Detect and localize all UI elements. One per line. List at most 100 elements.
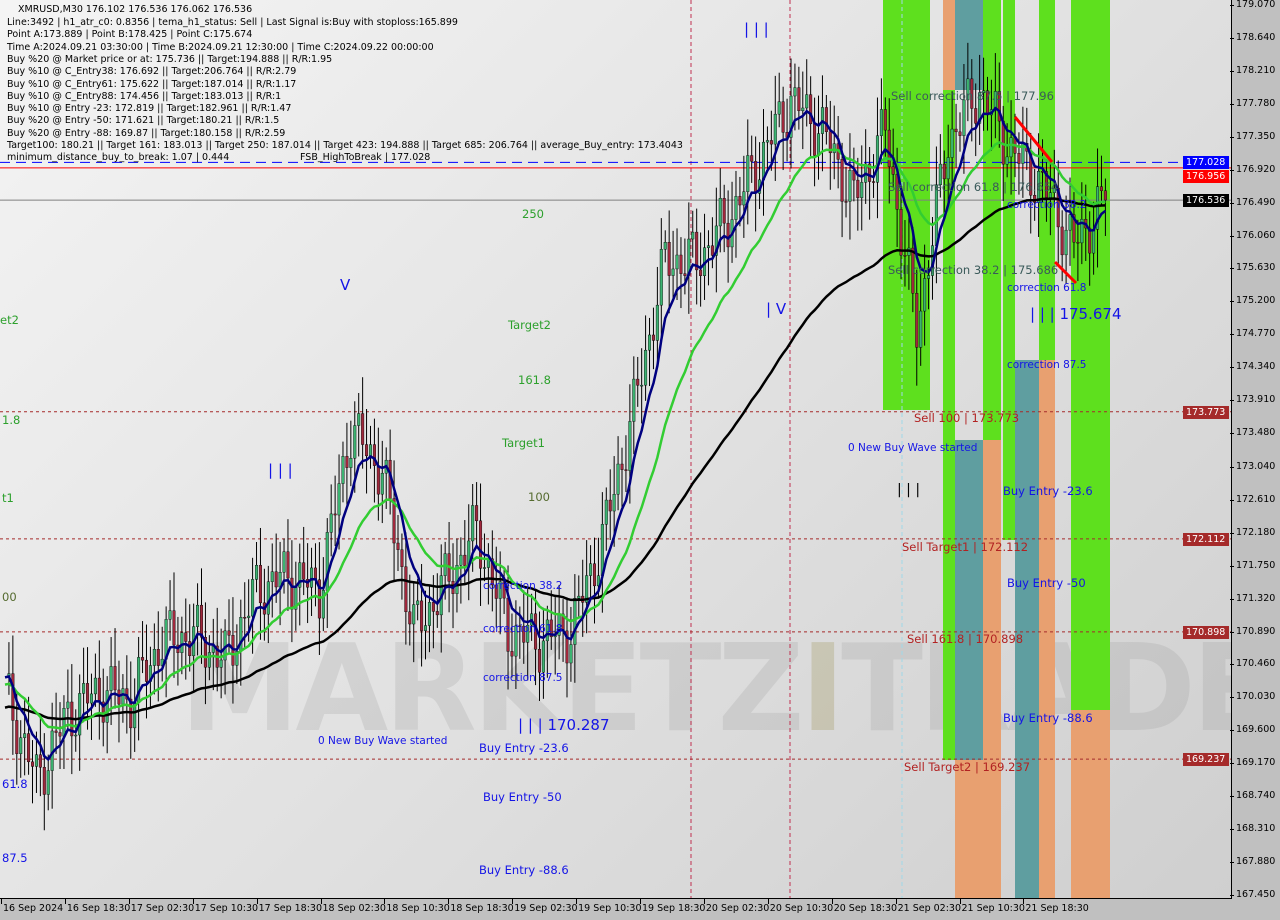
candle-body	[718, 198, 722, 227]
candle-body	[915, 293, 919, 348]
candle-body	[1060, 226, 1064, 256]
y-tick-label: 179.070	[1229, 0, 1276, 10]
candle-body	[887, 129, 891, 167]
candle-body	[883, 109, 887, 131]
candle-body	[742, 191, 746, 206]
candle-body	[427, 602, 431, 626]
candle-body	[420, 600, 424, 631]
info-line: Target100: 180.21 || Target 161: 183.013…	[7, 140, 683, 151]
y-tick-label: 175.630	[1229, 262, 1276, 274]
x-tick-label: 20 Sep 02:30	[703, 899, 770, 914]
candle-body	[396, 542, 400, 550]
chart-plot-area[interactable]: MARKETZITRADE XMRUSD,M30 176.102 176.536…	[0, 0, 1232, 899]
candle-body	[938, 163, 942, 186]
buy-entry-88-label: Buy Entry -88.6	[479, 863, 569, 877]
wave-level-label: | | | 170.287	[518, 716, 610, 734]
x-tick-label: 16 Sep 18:30	[64, 899, 131, 914]
candle-body	[180, 632, 184, 653]
candle-body	[569, 644, 573, 664]
candle-body	[777, 101, 781, 115]
time-axis[interactable]: 16 Sep 2024 16 Sep 18:30 17 Sep 02:30 17 Se…	[0, 899, 1231, 920]
symbol-header: XMRUSD,M30 176.102 176.536 176.062 176.5…	[18, 4, 253, 15]
candle-body	[435, 611, 439, 616]
candle-body	[266, 581, 270, 615]
candle-body	[624, 469, 628, 471]
candle-body	[797, 87, 801, 112]
candle-body	[1052, 187, 1056, 193]
candle-body	[750, 155, 754, 162]
y-tick-label: 171.750	[1229, 559, 1276, 571]
target2-label: Target2	[508, 318, 551, 332]
y-tick-label: 175.200	[1229, 295, 1276, 307]
y-tick-label: 178.210	[1229, 64, 1276, 76]
candle-body	[620, 463, 624, 470]
info-line: Line:3492 | h1_atr_c0: 0.8356 | tema_h1_…	[7, 17, 458, 28]
candle-body	[274, 571, 278, 588]
candle-body	[1072, 214, 1076, 243]
candle-body	[357, 413, 361, 426]
candle-body	[577, 595, 581, 599]
y-tick-label: 174.770	[1229, 328, 1276, 340]
y-tick-label: 169.600	[1229, 724, 1276, 736]
mid-moving-average	[4, 141, 1106, 730]
candle-body	[412, 604, 416, 625]
candle-body	[329, 513, 333, 533]
candle-body	[1068, 214, 1072, 231]
x-tick-label: 18 Sep 10:30	[384, 899, 450, 914]
candle-body	[596, 575, 600, 587]
price-tag: 176.956	[1183, 170, 1229, 184]
candle-body	[974, 108, 978, 124]
candle-body	[683, 273, 687, 276]
new-buy-wave-label: 0 New Buy Wave started	[848, 442, 978, 454]
candle-body	[349, 458, 353, 468]
candle-body	[42, 767, 46, 795]
y-tick-label: 171.320	[1229, 592, 1276, 604]
candle-body	[565, 630, 569, 664]
candle-body	[648, 334, 652, 351]
candle-body	[270, 571, 274, 582]
y-tick-label: 176.920	[1229, 163, 1276, 175]
candle-body	[1005, 156, 1009, 165]
candle-body	[203, 637, 207, 668]
candle-body	[710, 245, 714, 256]
candle-body	[1096, 186, 1100, 230]
candle-body	[105, 690, 109, 723]
candle-body	[754, 161, 758, 194]
candle-body	[644, 349, 648, 386]
candle-body	[545, 619, 549, 642]
candle-body	[243, 617, 247, 619]
candle-body	[376, 465, 380, 495]
candle-body	[400, 549, 404, 567]
edge-label: et2	[0, 313, 19, 327]
signal-zone	[1071, 0, 1110, 710]
x-tick-label: 21 Sep 10:30	[959, 899, 1025, 914]
candle-body	[765, 140, 769, 143]
price-tag: 169.237	[1183, 753, 1229, 767]
candle-body	[856, 179, 860, 198]
signal-zone	[955, 0, 983, 90]
candle-body	[927, 275, 931, 279]
candle-body	[541, 640, 545, 673]
candle-body	[978, 92, 982, 124]
price-axis[interactable]: 179.070 178.640 178.210 177.780 177.350 176.9…	[1229, 0, 1280, 900]
candle-body	[227, 630, 231, 636]
candle-body	[15, 720, 19, 754]
buy-entry-23-label: Buy Entry -23.6	[1003, 484, 1093, 498]
candle-body	[655, 304, 659, 341]
candle-body	[471, 505, 475, 542]
candle-body	[966, 78, 970, 101]
candle-body	[860, 182, 864, 198]
candle-body	[691, 231, 695, 240]
watermark-logo: MARKETZITRADE	[180, 620, 1231, 759]
candle-body	[1037, 171, 1041, 203]
x-tick-label: 20 Sep 10:30	[767, 899, 834, 914]
signal-zone	[983, 0, 1001, 540]
candle-body	[667, 242, 671, 276]
price-chart	[0, 0, 1231, 898]
candle-body	[958, 131, 962, 136]
candle-body	[997, 91, 1001, 122]
sell-target2-label: Sell Target2 | 169.237	[904, 760, 1031, 774]
y-tick-label: 176.490	[1229, 196, 1276, 208]
candle-body	[188, 641, 192, 656]
candle-body	[27, 733, 31, 763]
